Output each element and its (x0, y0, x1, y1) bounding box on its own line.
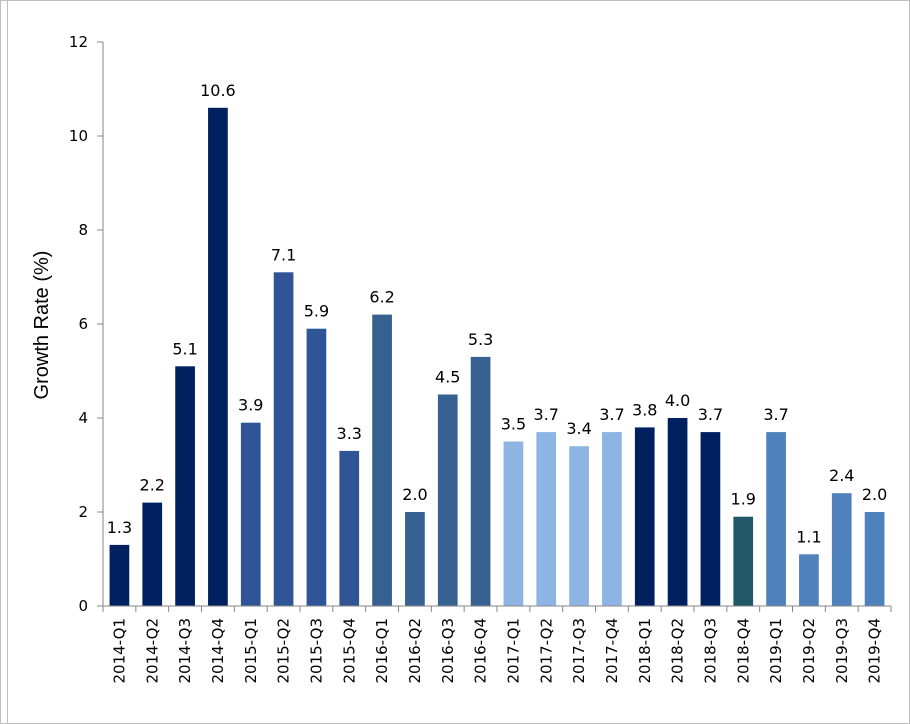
data-label: 3.9 (238, 396, 263, 415)
bars-group (109, 107, 885, 607)
data-label: 7.1 (271, 245, 296, 264)
bar (273, 272, 294, 606)
left-border-line (7, 0, 8, 724)
data-label: 3.7 (599, 405, 624, 424)
data-label: 3.7 (534, 405, 559, 424)
y-axis-title: Growth Rate (%) (31, 251, 53, 400)
x-tick-label: 2019-Q1 (767, 618, 785, 684)
x-tick-label: 2016-Q3 (439, 618, 457, 684)
bar (109, 544, 130, 606)
bar (766, 432, 786, 606)
x-tick-label: 2015-Q1 (242, 618, 260, 684)
data-label: 3.7 (698, 405, 723, 424)
y-tick-label: 4 (78, 409, 88, 427)
data-label: 6.2 (369, 288, 394, 307)
data-label: 10.6 (200, 81, 236, 100)
x-tick-label: 2017-Q2 (537, 618, 555, 684)
data-labels-group: 1.3 2.2 5.1 10.6 3.9 7.1 5.9 3.3 6.2 2.0 4.5 5.3 3.5… (107, 81, 888, 546)
data-label: 3.7 (763, 405, 788, 424)
data-label: 1.3 (107, 518, 132, 537)
data-label: 2.0 (862, 485, 887, 504)
bar (667, 418, 688, 606)
x-tick-label: 2016-Q4 (472, 618, 490, 684)
y-tick-label: 12 (69, 33, 88, 51)
data-label: 5.9 (304, 302, 329, 321)
bar (175, 366, 195, 606)
data-label: 5.3 (468, 330, 493, 349)
x-tick-label: 2017-Q4 (603, 618, 621, 684)
y-axis: 0 2 4 6 8 10 12 (69, 33, 104, 615)
data-label: 1.9 (731, 490, 756, 509)
x-tick-label: 2018-Q4 (734, 618, 752, 684)
x-tick-label: 2014-Q4 (209, 618, 227, 684)
x-tick-label: 2018-Q1 (636, 618, 654, 684)
y-tick-label: 10 (69, 127, 88, 145)
x-tick-label: 2017-Q3 (570, 618, 588, 684)
x-tick-label: 2018-Q3 (701, 618, 719, 684)
bar (339, 450, 360, 606)
bar (569, 446, 589, 606)
x-axis: 2014-Q1 2014-Q2 2014-Q3 2014-Q4 2015-Q1 2015-… (102, 605, 892, 684)
x-tick-label: 2017-Q1 (504, 618, 522, 684)
y-tick-label: 8 (78, 221, 88, 239)
data-label: 3.4 (566, 419, 591, 438)
x-tick-label: 2019-Q2 (800, 618, 818, 684)
bar (864, 512, 885, 606)
x-tick-label: 2016-Q1 (373, 618, 391, 684)
bar (602, 432, 622, 606)
y-tick-label: 0 (78, 597, 88, 615)
x-tick-label: 2015-Q2 (275, 618, 293, 684)
bar (470, 356, 491, 606)
data-label: 4.0 (665, 391, 690, 410)
x-tick-label: 2015-Q3 (307, 618, 325, 684)
bar (831, 493, 852, 606)
x-tick-label: 2016-Q2 (406, 618, 424, 684)
bar (306, 328, 327, 606)
x-tick-label: 2019-Q3 (833, 618, 851, 684)
data-label: 2.0 (402, 485, 427, 504)
bar (240, 422, 261, 606)
data-label: 3.3 (337, 424, 362, 443)
bar (536, 432, 557, 606)
bar (405, 512, 425, 606)
x-tick-label: 2014-Q3 (176, 618, 194, 684)
x-tick-label: 2015-Q4 (340, 618, 358, 684)
x-tick-label: 2019-Q4 (866, 618, 884, 684)
x-tick-label: 2014-Q2 (143, 618, 161, 684)
bar (372, 314, 392, 606)
bar (733, 516, 754, 606)
bar (437, 394, 458, 606)
y-tick-label: 2 (78, 503, 88, 521)
x-tick-label: 2018-Q2 (669, 618, 687, 684)
bar (142, 502, 163, 606)
data-label: 1.1 (796, 527, 821, 546)
data-label: 3.5 (501, 415, 526, 434)
data-label: 4.5 (435, 368, 460, 387)
y-tick-label: 6 (78, 315, 88, 333)
data-label: 5.1 (172, 339, 197, 358)
data-label: 2.2 (140, 476, 165, 495)
x-tick-label: 2014-Q1 (110, 618, 128, 684)
bar (799, 554, 819, 606)
data-label: 3.8 (632, 400, 657, 419)
data-label: 2.4 (829, 466, 854, 485)
bar (208, 107, 228, 607)
bar (503, 441, 524, 606)
bar (634, 427, 655, 606)
bar (700, 432, 721, 606)
